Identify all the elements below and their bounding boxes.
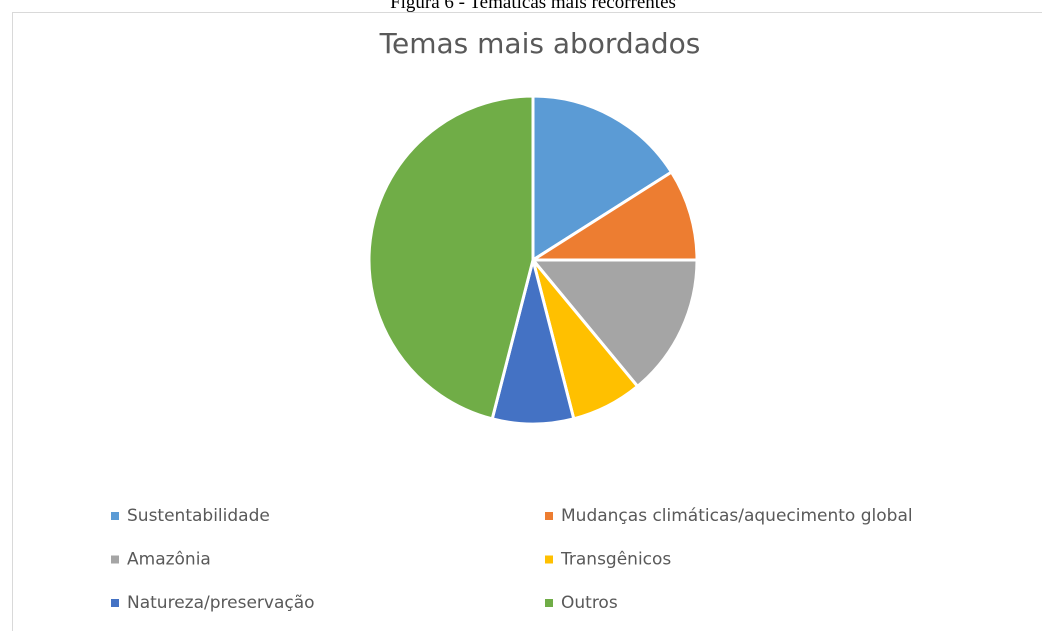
legend-swatch: [111, 555, 119, 564]
legend-swatch: [545, 555, 553, 564]
pie-slice: [531, 170, 699, 262]
legend-label: Transgênicos: [560, 550, 671, 570]
legend-label: Outros: [561, 593, 618, 613]
legend-label: Amazônia: [127, 550, 211, 570]
legend-label: Natureza/preservação: [127, 593, 315, 613]
legend-swatch: [111, 599, 119, 607]
pie-slice: [367, 94, 535, 421]
caption-backdrop: [260, 0, 780, 12]
pie-slice: [531, 94, 673, 262]
legend-swatch: [545, 599, 553, 607]
figure-caption: Figura 6 - Temáticas mais recorrentes: [390, 0, 676, 13]
legend-swatch: [545, 512, 553, 520]
pie-slice: [531, 258, 699, 388]
chart-title: Temas mais abordados: [379, 27, 701, 60]
legend-swatch: [111, 512, 119, 520]
legend-label: Sustentabilidade: [127, 506, 270, 526]
legend-label: Mudanças climáticas/aquecimento global: [561, 506, 913, 526]
